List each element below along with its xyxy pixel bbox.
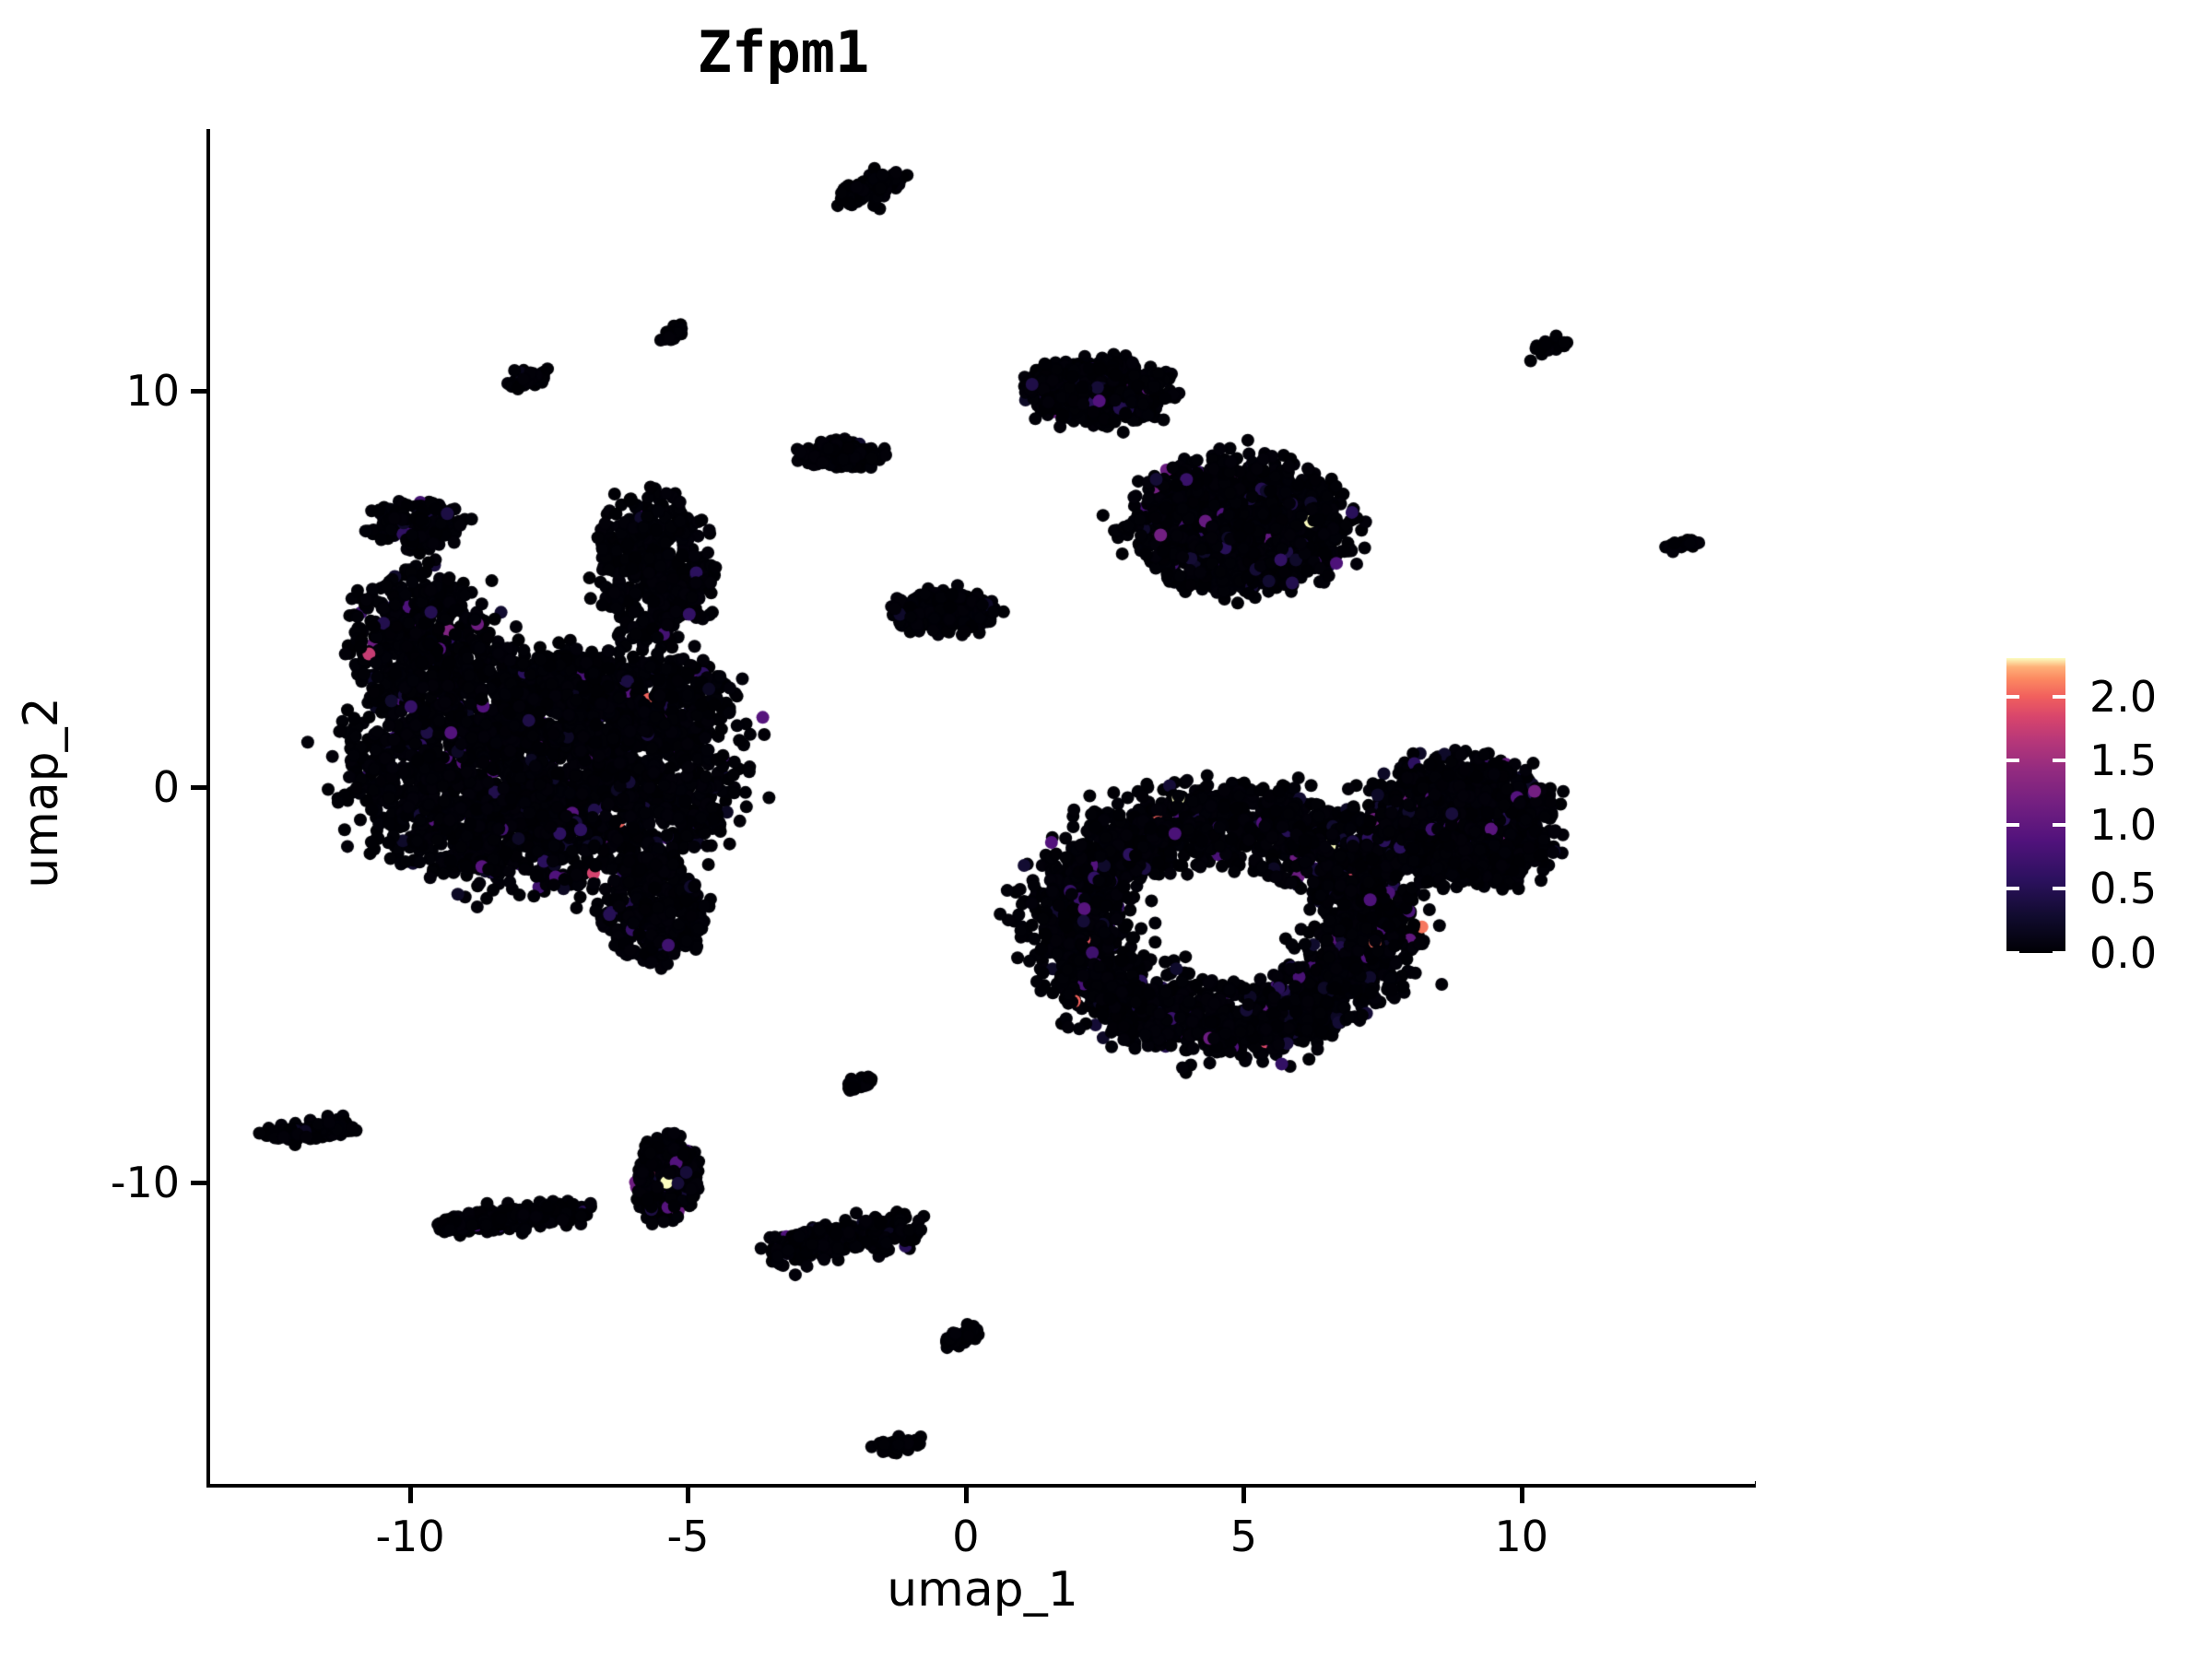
- plot-area: [210, 129, 1755, 1484]
- colorbar-tick-mark: [2006, 951, 2019, 955]
- colorbar-tick-label: 0.0: [2089, 928, 2158, 978]
- x-axis-spine: [206, 1481, 1756, 1488]
- x-tick-mark: [1519, 1488, 1524, 1503]
- y-tick-mark: [191, 1181, 206, 1186]
- colorbar-tick-mark: [2006, 694, 2019, 699]
- x-tick-label: -10: [375, 1512, 445, 1561]
- x-tick-mark: [686, 1488, 691, 1503]
- x-tick-label: 0: [952, 1512, 980, 1561]
- y-tick-mark: [191, 784, 206, 790]
- colorbar-ticks: 0.0 0.5 1.0 1.5 2.0: [2006, 658, 2157, 978]
- x-tick-mark: [1241, 1488, 1247, 1503]
- colorbar-tick-label: 0.5: [2089, 864, 2158, 914]
- colorbar-tick-label: 1.5: [2089, 735, 2158, 786]
- page-title: Zfpm1: [697, 18, 870, 86]
- colorbar-tick-mark: [2053, 951, 2065, 955]
- colorbar-tick-mark: [2053, 887, 2065, 891]
- colorbar-tick-mark: [2006, 759, 2019, 763]
- y-axis-label: umap_2: [14, 697, 69, 888]
- colorbar-tick-label: 1.0: [2089, 799, 2158, 850]
- y-tick-label: 10: [125, 365, 180, 416]
- x-tick-label: -5: [666, 1512, 710, 1561]
- x-tick-mark: [408, 1488, 414, 1503]
- x-tick-label: 5: [1230, 1512, 1257, 1561]
- y-tick-label: 0: [152, 761, 180, 812]
- colorbar-tick-mark: [2053, 759, 2065, 763]
- colorbar: 0.0 0.5 1.0 1.5 2.0: [2006, 658, 2157, 978]
- x-axis-label: umap_1: [887, 1562, 1078, 1618]
- y-axis-spine: [206, 129, 213, 1488]
- colorbar-tick-mark: [2006, 887, 2019, 891]
- colorbar-tick-mark: [2053, 694, 2065, 699]
- colorbar-tick-mark: [2053, 822, 2065, 827]
- colorbar-tick-label: 2.0: [2089, 671, 2158, 722]
- x-tick-label: 10: [1494, 1512, 1549, 1561]
- colorbar-gradient: 0.0 0.5 1.0 1.5 2.0: [2006, 658, 2157, 978]
- y-tick-mark: [191, 388, 206, 394]
- colorbar-tick-mark: [2006, 822, 2019, 827]
- y-tick-label: -10: [110, 1158, 180, 1208]
- scatter-points-canvas: [210, 129, 1755, 1484]
- x-tick-mark: [963, 1488, 969, 1503]
